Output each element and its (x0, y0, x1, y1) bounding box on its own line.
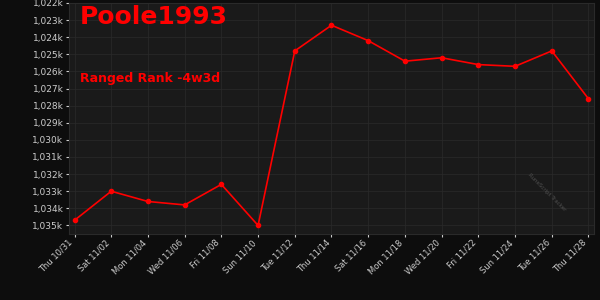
Text: RuneScript Tracker: RuneScript Tracker (527, 172, 566, 212)
Text: Poole1993: Poole1993 (79, 5, 227, 29)
Text: Ranged Rank -4w3d: Ranged Rank -4w3d (79, 72, 220, 85)
